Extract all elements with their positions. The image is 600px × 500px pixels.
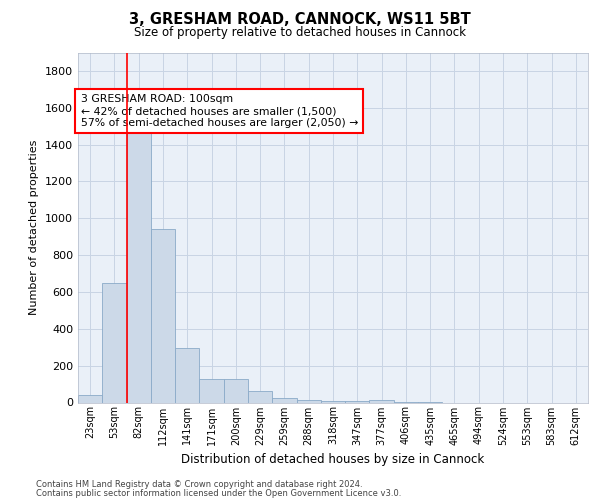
Bar [296,400,321,402]
Text: Size of property relative to detached houses in Cannock: Size of property relative to detached ho… [134,26,466,39]
Bar [370,400,394,402]
Bar [272,398,296,402]
Bar [199,378,224,402]
Bar [78,395,102,402]
Bar [102,283,127,403]
Y-axis label: Number of detached properties: Number of detached properties [29,140,40,315]
Bar [224,380,248,402]
Bar [321,400,345,402]
X-axis label: Distribution of detached houses by size in Cannock: Distribution of detached houses by size … [181,453,485,466]
Bar [175,348,199,403]
Bar [151,230,175,402]
Bar [127,128,151,402]
Bar [248,390,272,402]
Text: Contains HM Land Registry data © Crown copyright and database right 2024.: Contains HM Land Registry data © Crown c… [36,480,362,489]
Text: 3 GRESHAM ROAD: 100sqm
← 42% of detached houses are smaller (1,500)
57% of semi-: 3 GRESHAM ROAD: 100sqm ← 42% of detached… [80,94,358,128]
Text: Contains public sector information licensed under the Open Government Licence v3: Contains public sector information licen… [36,489,401,498]
Text: 3, GRESHAM ROAD, CANNOCK, WS11 5BT: 3, GRESHAM ROAD, CANNOCK, WS11 5BT [129,12,471,28]
Bar [345,401,370,402]
